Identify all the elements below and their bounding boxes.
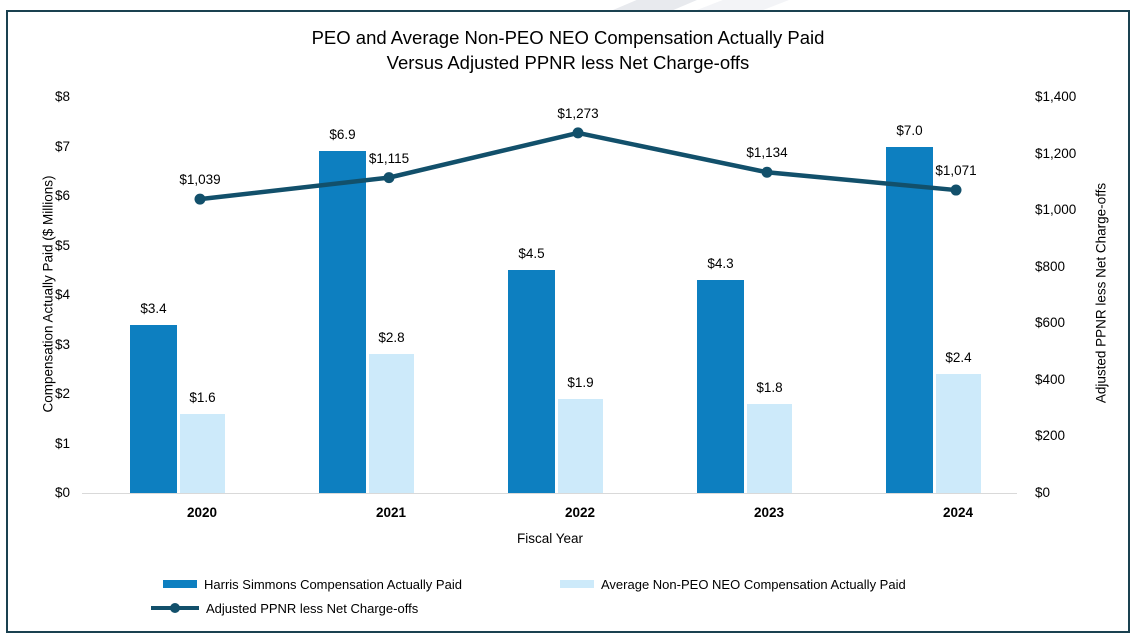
bar-value-label: $4.3 [707,256,734,272]
category-label: 2021 [375,505,407,520]
chart-title-line1: PEO and Average Non-PEO NEO Compensation… [311,27,825,48]
legend-item-nonpeo-bar: Average Non-PEO NEO Compensation Actuall… [560,576,906,592]
bar-peo [886,146,933,493]
left-axis-tick: $0 [54,485,70,500]
right-axis-tick: $600 [1035,315,1066,331]
line-value-label: $1,134 [746,145,788,161]
legend-label: Adjusted PPNR less Net Charge-offs [206,600,419,616]
bar-value-label: $3.4 [140,300,167,316]
background-stripe [697,0,789,10]
category-label: 2020 [186,505,218,520]
bar-value-label: $1.9 [567,374,594,390]
legend-swatch-light-bar [560,580,594,588]
legend-item-ppnr-line: Adjusted PPNR less Net Charge-offs [151,600,418,616]
bar-value-label: $4.5 [518,246,545,262]
legend-label: Average Non-PEO NEO Compensation Actuall… [601,576,906,592]
background-stripe [613,0,697,10]
right-axis-tick: $1,400 [1035,89,1077,104]
right-axis-tick: $200 [1035,428,1066,444]
bar-value-label: $2.8 [378,330,405,346]
bar-value-label: $7.0 [896,122,923,138]
line-value-label: $1,115 [368,150,410,166]
line-value-label: $1,071 [935,163,977,179]
legend-label: Harris Simmons Compensation Actually Pai… [204,576,462,592]
category-label: 2023 [753,505,785,520]
left-axis-tick: $7 [54,138,70,154]
x-axis-title: Fiscal Year [516,531,584,546]
bar-peo [508,270,555,493]
line-value-label: $1,039 [179,172,221,188]
bar-nonpeo [369,354,414,493]
left-axis-tick: $8 [54,89,70,104]
legend-swatch-dark-bar [163,580,197,588]
chart-title-line2: Versus Adjusted PPNR less Net Charge-off… [386,52,750,73]
chart-frame [6,10,1130,633]
right-axis-tick: $0 [1035,485,1051,500]
left-axis-tick: $5 [54,237,70,253]
bar-nonpeo [747,403,792,493]
legend-item-peo-bar: Harris Simmons Compensation Actually Pai… [163,576,462,592]
bar-nonpeo [558,398,603,493]
right-axis-tick: $800 [1035,258,1066,274]
category-label: 2024 [942,505,974,520]
bar-value-label: $1.6 [189,389,216,405]
bar-peo [697,280,744,493]
left-axis-tick: $4 [54,287,70,302]
x-axis-baseline [82,493,1017,494]
bar-value-label: $6.9 [329,127,356,143]
right-axis-tick: $400 [1035,371,1066,387]
bar-peo [319,151,366,493]
left-axis-tick: $6 [54,188,70,203]
bar-value-label: $2.4 [945,350,972,366]
bar-value-label: $1.8 [756,379,783,395]
bar-peo [130,324,177,493]
bar-nonpeo [180,413,225,493]
line-value-label: $1,273 [557,105,599,121]
bar-nonpeo [936,374,981,493]
right-axis-tick: $1,000 [1035,202,1077,218]
right-axis-tick: $1,200 [1035,145,1077,161]
left-axis-tick: $2 [54,386,70,401]
left-axis-tick: $1 [54,435,70,451]
category-label: 2022 [564,505,596,520]
legend-swatch-line-marker [151,602,199,614]
left-axis-tick: $3 [54,336,70,352]
